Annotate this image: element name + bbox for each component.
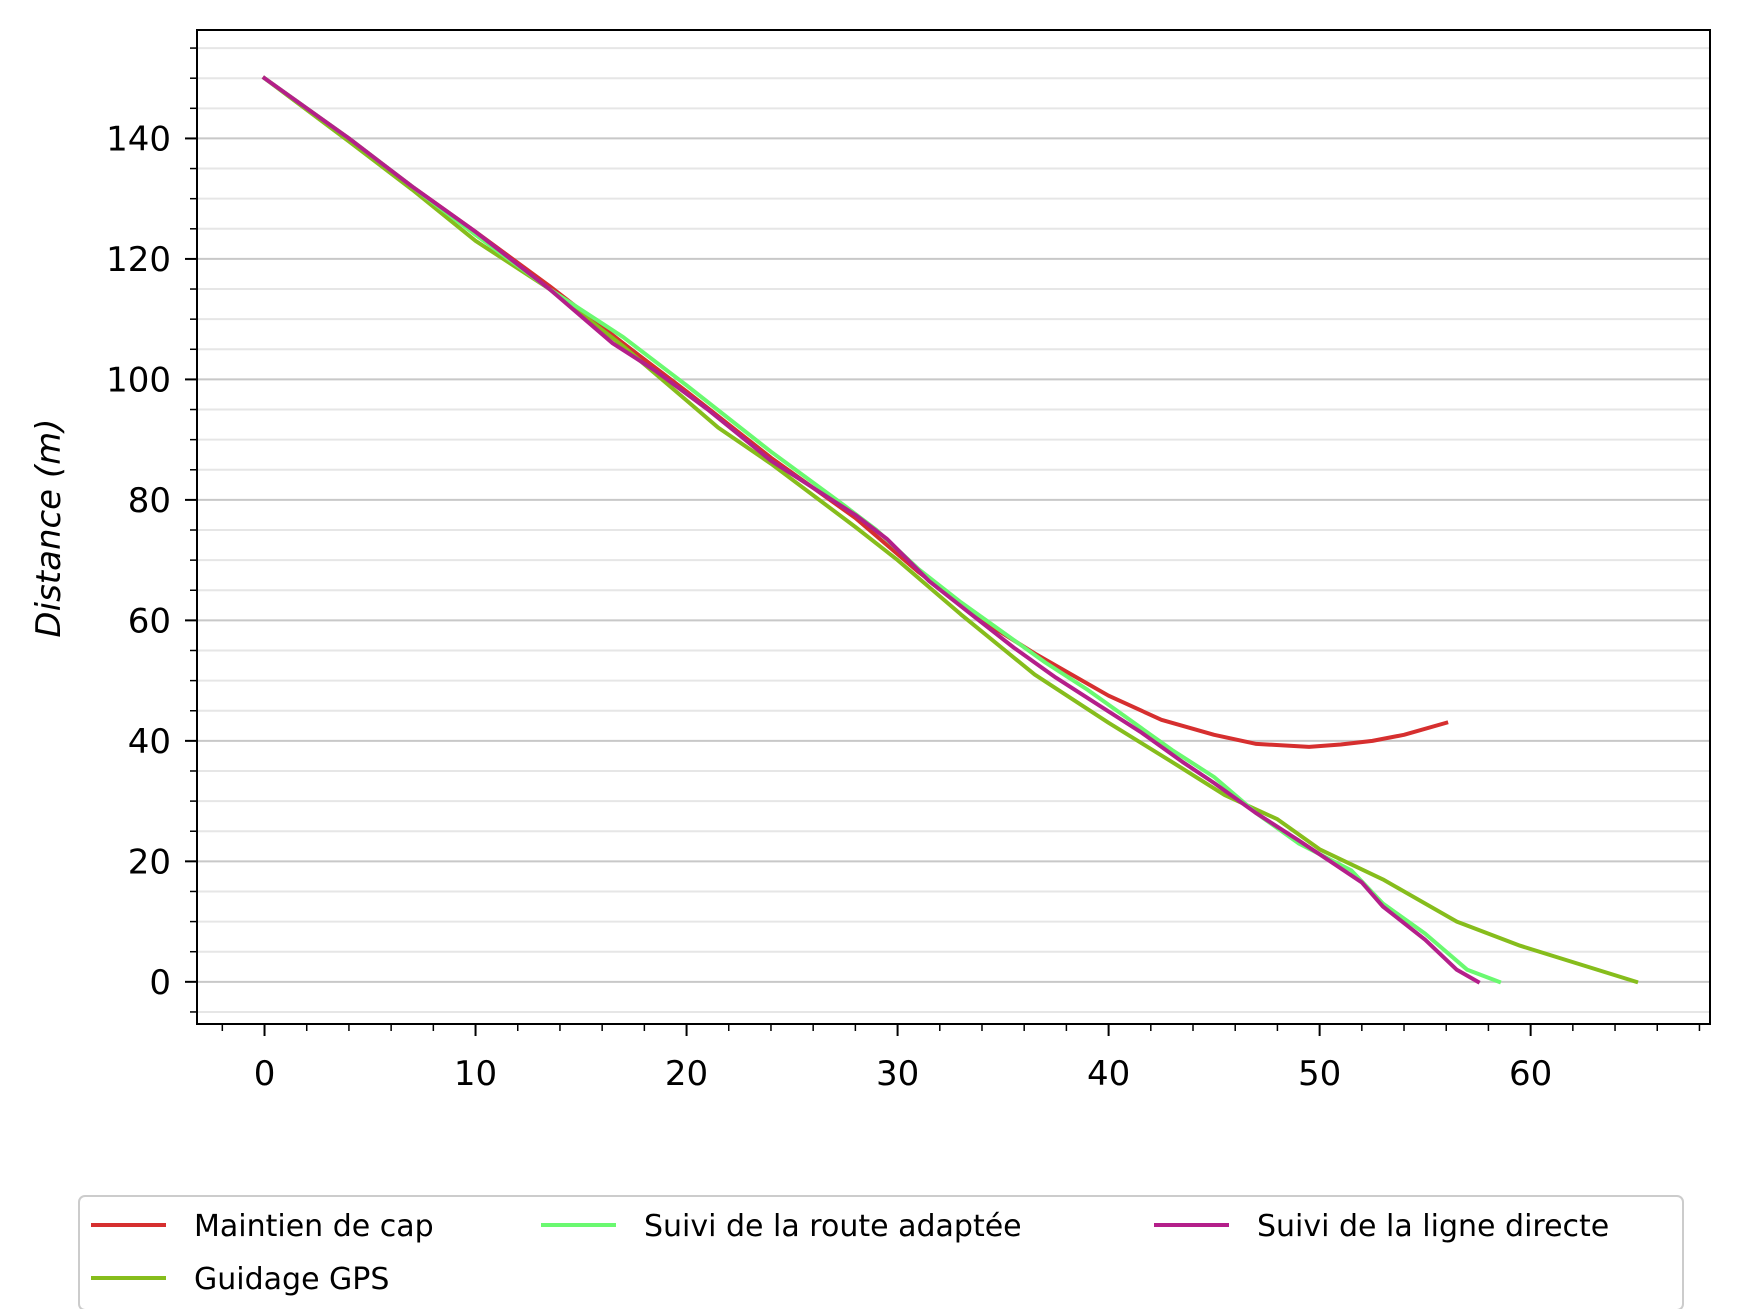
series-layer bbox=[261, 75, 1639, 985]
x-tick-label: 40 bbox=[1087, 1054, 1130, 1094]
x-tick-label: 50 bbox=[1298, 1054, 1341, 1094]
x-tick-label: 10 bbox=[454, 1054, 497, 1094]
series-line-2 bbox=[261, 75, 1639, 985]
y-tick-label: 120 bbox=[106, 240, 171, 280]
y-tick-label: 80 bbox=[128, 481, 171, 521]
plot-frame bbox=[196, 29, 1711, 1025]
legend-label: Maintien de cap bbox=[194, 1209, 434, 1244]
y-tick-label: 20 bbox=[128, 842, 171, 882]
y-tick-label: 40 bbox=[128, 722, 171, 762]
y-tick-label: 140 bbox=[106, 119, 171, 159]
legend-label: Suivi de la route adaptée bbox=[644, 1209, 1022, 1244]
legend-box bbox=[78, 1195, 1684, 1309]
y-tick-label: 100 bbox=[106, 360, 171, 400]
x-tick-label: 20 bbox=[665, 1054, 708, 1094]
series-line-4 bbox=[261, 75, 1481, 985]
legend: Maintien de cap Guidage GPS Suivi de la ro… bbox=[78, 1195, 1684, 1309]
x-tick-label: 0 bbox=[254, 1054, 276, 1094]
grid bbox=[197, 47, 1710, 1013]
legend-label: Guidage GPS bbox=[194, 1262, 389, 1297]
axis-ticks: 0 20 40 60 80 100 120 140 0 10 20 30 40 50 60 bbox=[106, 47, 1701, 1094]
y-tick-label: 0 bbox=[149, 963, 171, 1003]
x-tick-label: 30 bbox=[876, 1054, 919, 1094]
y-axis-label: Distance (m) bbox=[29, 418, 69, 637]
x-tick-label: 60 bbox=[1509, 1054, 1552, 1094]
y-tick-label: 60 bbox=[128, 601, 171, 641]
legend-label: Suivi de la ligne directe bbox=[1257, 1209, 1609, 1244]
